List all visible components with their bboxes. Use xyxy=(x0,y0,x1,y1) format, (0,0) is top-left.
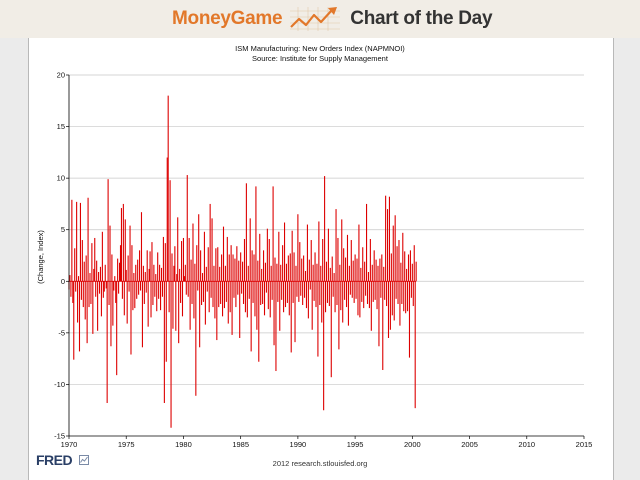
chart-title: ISM Manufacturing: New Orders Index (NAP… xyxy=(235,44,405,53)
chart-of-the-day-label: Chart of the Day xyxy=(350,8,493,29)
x-tick-label: 1980 xyxy=(175,440,192,449)
x-tick-label: 2005 xyxy=(461,440,478,449)
source-credit: 2012 research.stlouisfed.org xyxy=(272,459,368,468)
gridlines xyxy=(69,74,584,385)
x-tick-label: 1995 xyxy=(347,440,364,449)
y-tick-label: 20 xyxy=(57,71,65,80)
y-tick-label: 15 xyxy=(57,122,65,131)
y-tick-label: -5 xyxy=(58,328,65,337)
x-tick-label: 1985 xyxy=(232,440,249,449)
y-tick-label: -15 xyxy=(54,432,65,441)
brand-name: MoneyGame xyxy=(172,8,283,29)
y-tick-label: 10 xyxy=(57,174,65,183)
x-tick-label: 2000 xyxy=(404,440,421,449)
banner-brand-group: MoneyGame Chart of the Day xyxy=(172,5,493,33)
fred-logo: FRED xyxy=(36,452,73,468)
y-tick-label: -10 xyxy=(54,380,65,389)
banner: MoneyGame Chart of the Day xyxy=(0,0,640,38)
rising-line-chart-icon xyxy=(290,7,341,31)
x-tick-label: 1970 xyxy=(61,440,78,449)
chart-subtitle: Source: Institute for Supply Management xyxy=(252,54,389,63)
fred-chart-icon xyxy=(79,455,89,465)
y-axis-label: (Change, Index) xyxy=(36,230,45,284)
y-tick-label: 5 xyxy=(61,225,65,234)
x-tick-label: 1990 xyxy=(290,440,307,449)
x-tick-label: 2015 xyxy=(576,440,593,449)
x-tick-label: 2010 xyxy=(518,440,535,449)
series-line xyxy=(68,95,417,428)
y-tick-label: 0 xyxy=(61,277,65,286)
x-tick-label: 1975 xyxy=(118,440,135,449)
